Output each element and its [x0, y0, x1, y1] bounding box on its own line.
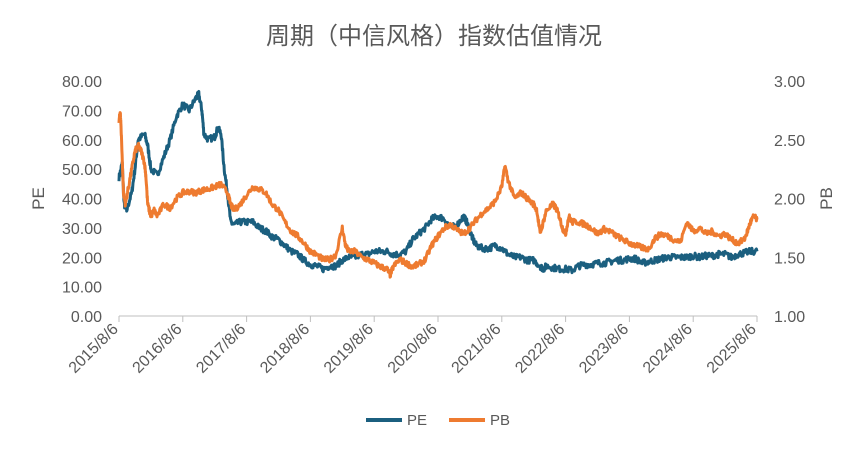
legend: PE PB: [366, 412, 510, 429]
x-tick-label: 2022/8/6: [512, 321, 568, 377]
y-left-tick-label: 80.00: [62, 74, 102, 91]
legend-label-pe: PE: [407, 412, 427, 429]
series-line-pb: [117, 111, 759, 279]
y-right-tick-label: 2.00: [774, 192, 805, 209]
x-tick-label: 2016/8/6: [130, 321, 186, 377]
y-right-tick-label: 3.00: [774, 74, 805, 91]
x-tick-label: 2018/8/6: [257, 321, 313, 377]
y-left-tick-label: 40.00: [62, 192, 102, 209]
y-left-tick-label: 70.00: [62, 103, 102, 120]
x-tick-label: 2015/8/6: [66, 321, 122, 377]
x-tick-label: 2023/8/6: [576, 321, 632, 377]
x-tick-label: 2024/8/6: [640, 321, 696, 377]
x-tick-label: 2021/8/6: [449, 321, 505, 377]
y-right-tick-label: 1.50: [774, 250, 805, 267]
y-left-tick-label: 50.00: [62, 162, 102, 179]
series-layer: [117, 90, 759, 279]
y-left-tick-label: 30.00: [62, 221, 102, 238]
y-right-axis-title: PB: [817, 187, 836, 210]
chart-title: 周期（中信风格）指数估值情况: [266, 22, 602, 50]
y-right-tick-label: 2.50: [774, 133, 805, 150]
y-right-tick-label: 1.00: [774, 309, 805, 326]
series-line-pe: [117, 90, 759, 275]
y-left-tick-label: 60.00: [62, 133, 102, 150]
y-left-tick-label: 20.00: [62, 250, 102, 267]
x-tick-label: 2019/8/6: [321, 321, 377, 377]
x-tick-label: 2025/8/6: [704, 321, 760, 377]
y-left-tick-label: 10.00: [62, 280, 102, 297]
legend-label-pb: PB: [490, 412, 510, 429]
x-tick-label: 2020/8/6: [385, 321, 441, 377]
y-left-tick-label: 0.00: [71, 309, 102, 326]
x-tick-label: 2017/8/6: [193, 321, 249, 377]
y-left-axis-title: PE: [29, 187, 48, 210]
axes: 0.00 10.00 20.00 30.00 40.00 50.00 60.00 70.00 8…: [29, 74, 836, 377]
